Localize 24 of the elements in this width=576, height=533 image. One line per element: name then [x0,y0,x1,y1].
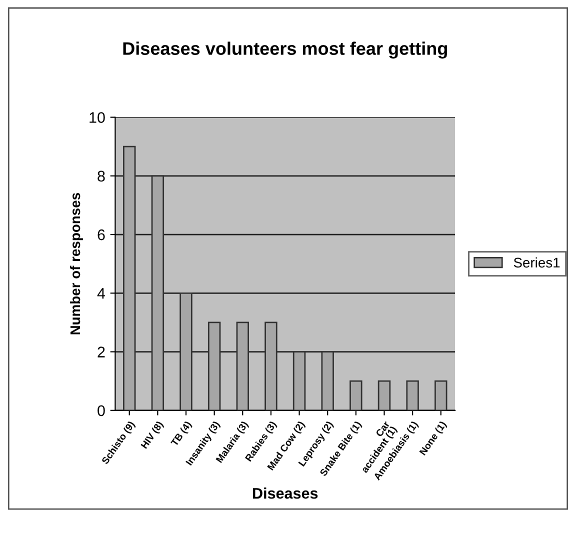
bar [292,351,306,410]
bar [406,380,419,410]
y-tick-label: 8 [98,170,105,182]
bar [321,351,334,410]
x-tick-label: HIV (8) [140,420,165,450]
y-tick-label: 4 [97,288,106,299]
y-axis-title: Number of responses [70,193,83,334]
bar [264,322,278,410]
bar [434,380,448,410]
y-tick-label: 0 [98,405,105,416]
x-tick-label: TB (4) [170,420,194,448]
y-tick-label: 2 [98,346,105,358]
bar [208,322,221,410]
chart-title: Diseases volunteers most fear getting [123,42,447,59]
bar [151,175,164,410]
bar [378,380,391,410]
x-axis-title: Diseases [253,488,318,499]
bar [123,146,136,410]
bar [236,322,249,410]
bar [180,292,192,410]
bar [350,380,362,410]
legend-label: Series1 [514,257,560,268]
y-tick-label: 10 [90,112,105,123]
y-tick-label: 6 [98,229,105,240]
